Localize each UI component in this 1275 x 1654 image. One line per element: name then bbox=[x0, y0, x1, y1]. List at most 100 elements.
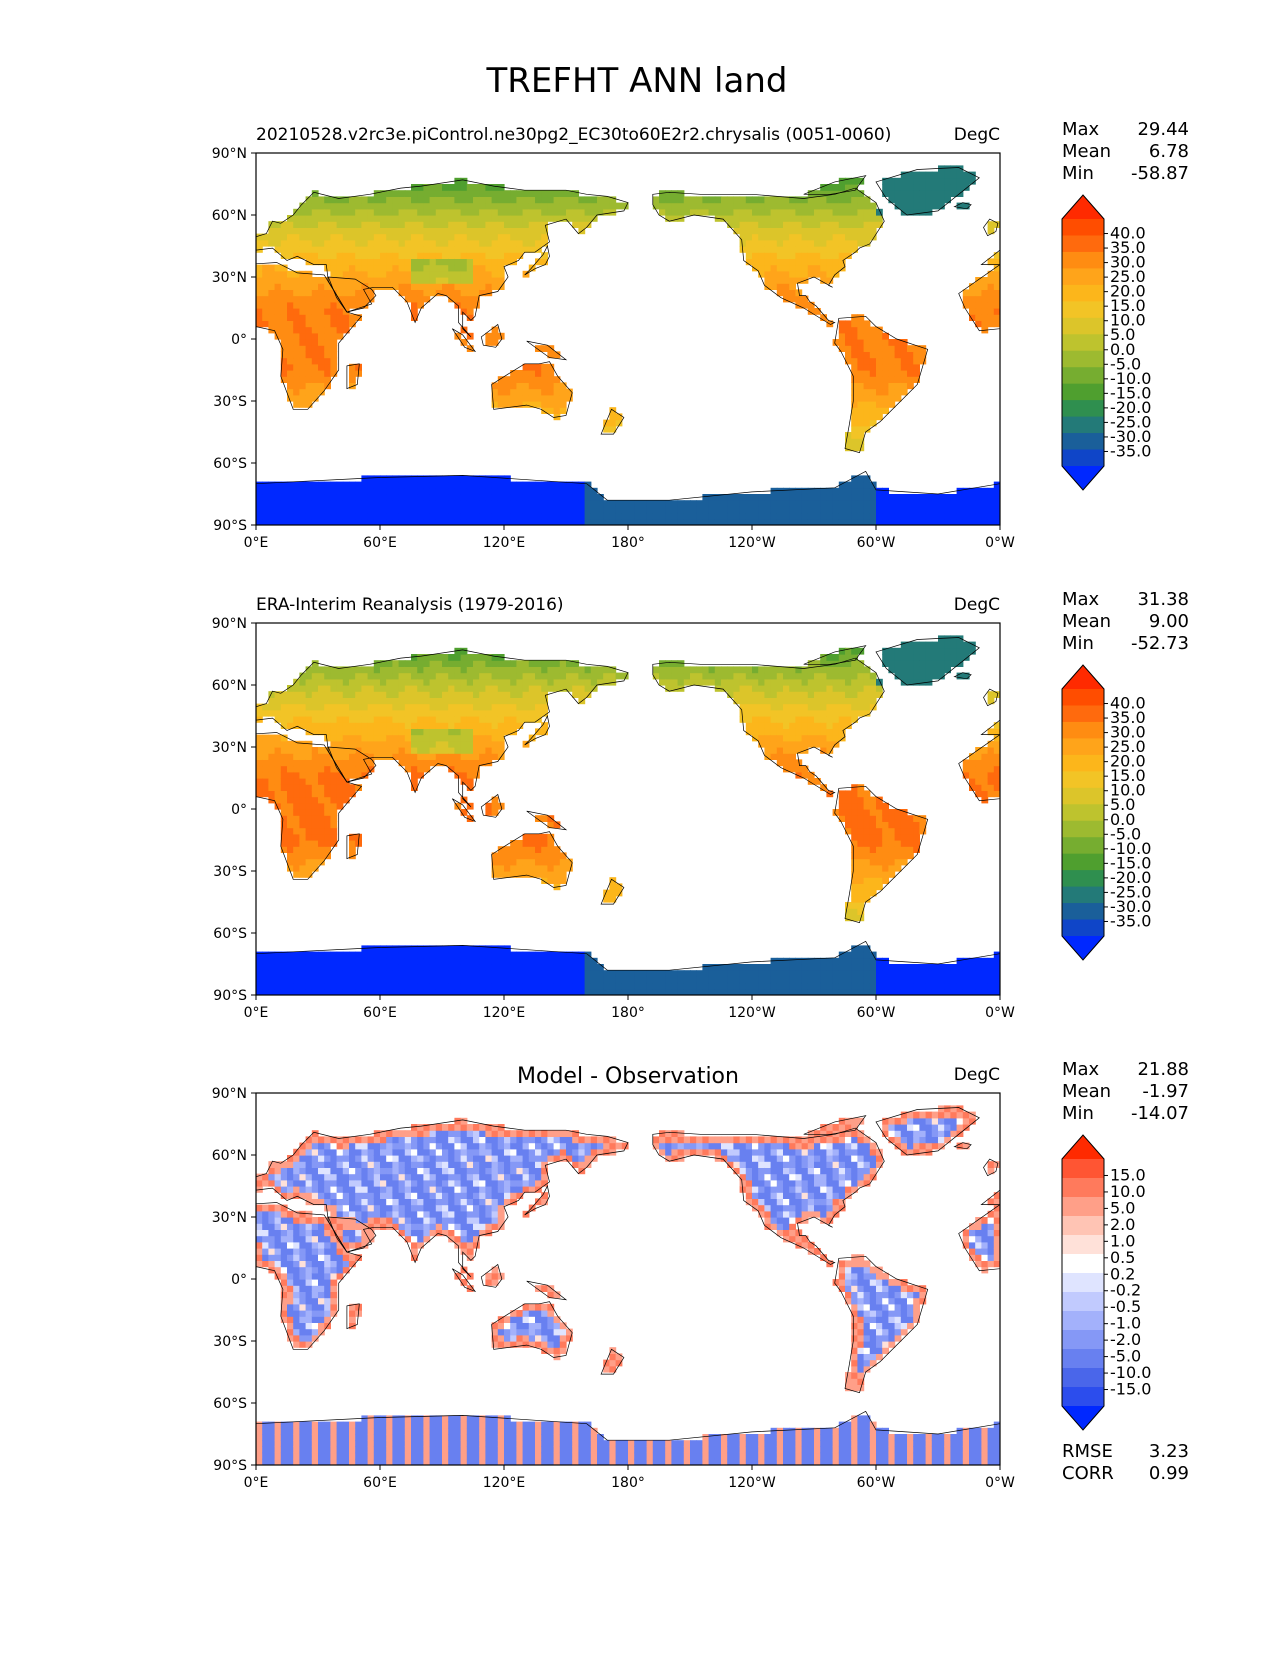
land-cell-nam bbox=[833, 722, 840, 729]
land-cell-eurasia bbox=[312, 234, 319, 241]
land-cell-nam bbox=[665, 660, 672, 667]
land-cell-eurasia bbox=[510, 716, 517, 723]
land-cell-eurasia bbox=[454, 215, 461, 222]
land-cell-greenland bbox=[895, 654, 902, 661]
land-cell-nam bbox=[845, 710, 852, 717]
land-cell-sam bbox=[851, 320, 858, 327]
land-cell-australia bbox=[516, 865, 523, 872]
land-cell-sam bbox=[901, 840, 908, 847]
land-cell-eurasia bbox=[275, 240, 282, 247]
land-cell-antarctica bbox=[944, 500, 951, 507]
land-cell-eurasia bbox=[572, 190, 579, 197]
land-cell-africa bbox=[275, 289, 282, 296]
land-cell-eurasia bbox=[237, 716, 244, 723]
land-cell-africa bbox=[337, 797, 344, 804]
land-cell-africa bbox=[299, 747, 306, 754]
land-cell-eurasia bbox=[442, 728, 449, 735]
land-cell-antarctica bbox=[969, 506, 976, 513]
land-cell-eurasia bbox=[349, 227, 356, 234]
land-cell-nam bbox=[814, 685, 821, 692]
land-cell-nam bbox=[764, 666, 771, 673]
land-cell-eurasia bbox=[485, 685, 492, 692]
land-cell-nam bbox=[795, 252, 802, 259]
land-cell-nam bbox=[789, 209, 796, 216]
land-cell-antarctica bbox=[777, 506, 784, 513]
land-cell-eurasia bbox=[312, 240, 319, 247]
land-cell-antarctica bbox=[535, 970, 542, 977]
land-cell-africa bbox=[312, 376, 319, 383]
land-cell-africa bbox=[324, 320, 331, 327]
land-cell-africa bbox=[293, 865, 300, 872]
land-cell-eurasia bbox=[374, 666, 381, 673]
land-cell-nam bbox=[864, 697, 871, 704]
land-cell-australia bbox=[547, 364, 554, 371]
land-cell-australia bbox=[554, 852, 561, 859]
land-cell-eurasia bbox=[510, 234, 517, 241]
lat-tick-label: 0° bbox=[231, 332, 247, 348]
land-cell-nam bbox=[802, 704, 809, 711]
land-cell-antarctica bbox=[479, 500, 486, 507]
land-cell-africa bbox=[337, 327, 344, 334]
land-cell-antarctica bbox=[411, 506, 418, 513]
land-cell-sam bbox=[876, 821, 883, 828]
land-cell-africa bbox=[299, 753, 306, 760]
land-cell-eurasia bbox=[392, 741, 399, 748]
land-cell-sam bbox=[876, 401, 883, 408]
land-cell-eurasia bbox=[417, 753, 424, 760]
land-cell-arabia bbox=[361, 759, 368, 766]
land-cell-antarctica bbox=[330, 964, 337, 971]
land-cell-africa bbox=[281, 308, 288, 315]
land-cell-africa bbox=[293, 395, 300, 402]
land-cell-nz bbox=[609, 883, 616, 890]
land-cell-nam bbox=[845, 673, 852, 680]
land-cell-eurasia bbox=[479, 283, 486, 290]
land-cell-eurasia bbox=[386, 660, 393, 667]
land-cell-antarctica bbox=[293, 970, 300, 977]
land-cell-greenland bbox=[901, 190, 908, 197]
land-cell-antarctica bbox=[306, 500, 313, 507]
land-cell-sam bbox=[888, 382, 895, 389]
land-cell-antarctica bbox=[374, 506, 381, 513]
land-cell-nam bbox=[752, 252, 759, 259]
land-cell-eurasia bbox=[467, 697, 474, 704]
land-cell-antarctica bbox=[392, 952, 399, 959]
land-cell-eurasia bbox=[448, 741, 455, 748]
land-cell-antarctica bbox=[312, 970, 319, 977]
map-panel-model: 20210528.v2rc3e.piControl.ne30pg2_EC30to… bbox=[212, 119, 1189, 551]
land-cell-africa bbox=[330, 345, 337, 352]
land-cell-nam bbox=[789, 747, 796, 754]
land-cell-nam bbox=[789, 234, 796, 241]
land-cell-sam bbox=[882, 871, 889, 878]
land-cell-eurasia bbox=[281, 697, 288, 704]
land-cell-antarctica bbox=[969, 513, 976, 520]
land-cell-antarctica bbox=[256, 976, 263, 983]
land-cell-antarctica bbox=[386, 958, 393, 965]
land-cell-eurasia bbox=[597, 666, 604, 673]
land-cell-nam bbox=[833, 240, 840, 247]
land-cell-eurasia bbox=[405, 209, 412, 216]
land-cell-nam bbox=[777, 704, 784, 711]
land-cell-nam bbox=[851, 716, 858, 723]
land-cell-sam bbox=[864, 339, 871, 346]
land-cell-nam bbox=[771, 258, 778, 265]
land-cell-eurasia bbox=[492, 258, 499, 265]
land-cell-eurasia bbox=[355, 258, 362, 265]
land-cell-nam bbox=[802, 221, 809, 228]
land-cell-antarctica bbox=[572, 958, 579, 965]
land-cell-antarctica bbox=[411, 500, 418, 507]
land-cell-africa bbox=[299, 828, 306, 835]
land-cell-antarctica bbox=[293, 513, 300, 520]
land-cell-nam bbox=[789, 735, 796, 742]
land-cell-eurasia bbox=[423, 252, 430, 259]
land-cell-nam bbox=[665, 673, 672, 680]
land-cell-greenland bbox=[901, 184, 908, 191]
land-cell-eurasia bbox=[337, 203, 344, 210]
land-cell-eurasia bbox=[436, 184, 443, 191]
land-cell-antarctica bbox=[864, 494, 871, 501]
land-cell-antarctica bbox=[795, 983, 802, 990]
land-cell-eurasia bbox=[417, 190, 424, 197]
land-cell-antarctica bbox=[423, 976, 430, 983]
land-cell-antarctica bbox=[616, 970, 623, 977]
land-cell-eurasia bbox=[361, 209, 368, 216]
land-cell-nam bbox=[783, 716, 790, 723]
